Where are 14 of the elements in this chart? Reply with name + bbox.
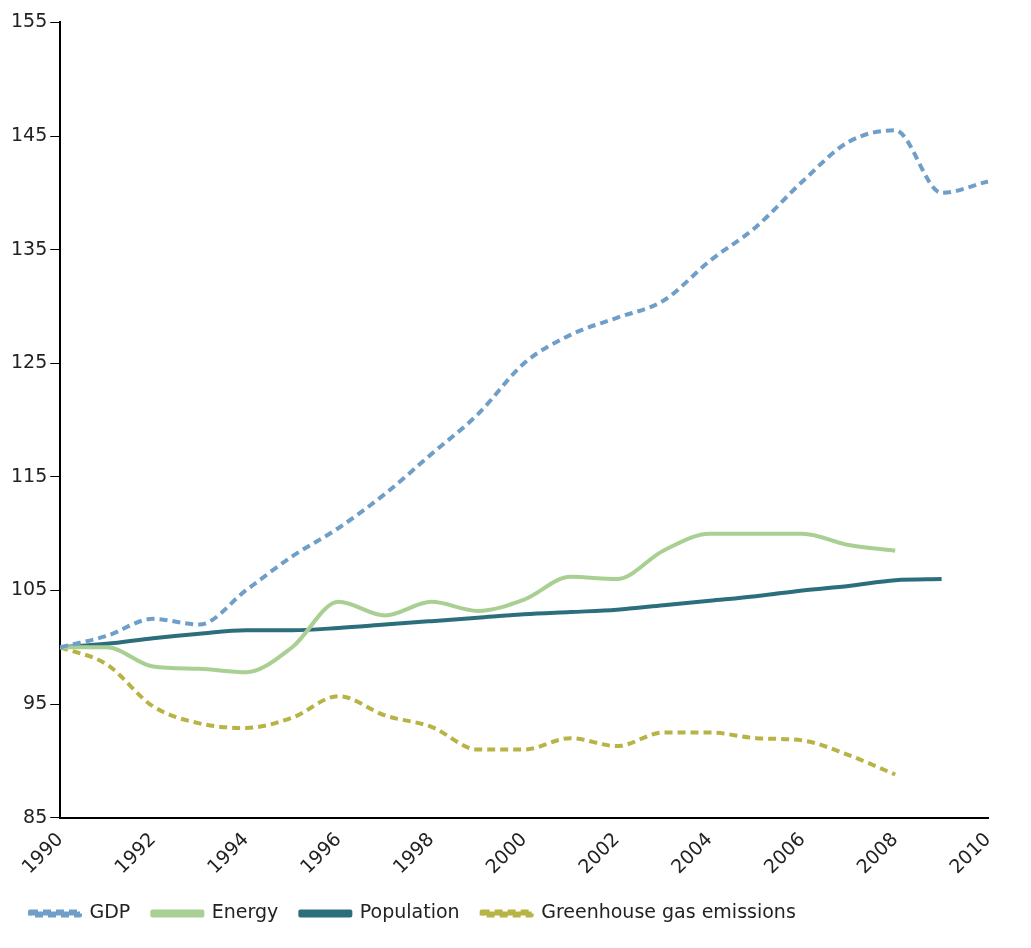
legend-label: Population [359,900,460,923]
y-tick-label: 105 [11,577,48,600]
legend-label: Energy [211,900,279,923]
line-series [58,128,990,650]
y-tick-label: 95 [23,691,48,714]
legend-label: GDP [89,900,131,923]
legend-label: Greenhouse gas emissions [541,900,796,923]
y-tick-label: 125 [11,350,48,373]
y-tick-label: 155 [11,9,48,32]
y-tick-label: 115 [11,463,48,486]
line-series [58,531,898,675]
y-tick-label: 145 [11,122,48,145]
y-tick-label: 135 [11,236,48,259]
y-tick-label: 85 [23,804,48,827]
